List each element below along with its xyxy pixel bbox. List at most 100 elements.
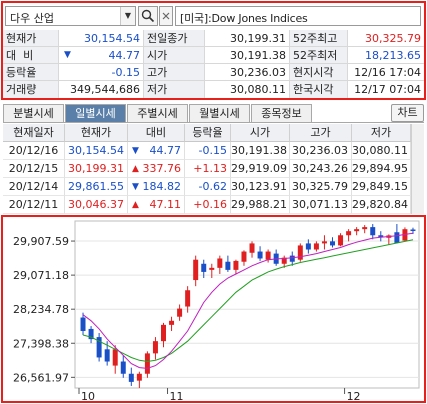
- table-cell-price: 30,154.54: [65, 142, 128, 160]
- search-button[interactable]: [138, 6, 158, 26]
- search-icon: [141, 9, 155, 23]
- table-cell-open: 30,191.38: [231, 142, 290, 160]
- candle-body: [217, 258, 223, 268]
- col-header-rate: 등락율: [185, 124, 231, 142]
- table-cell-date: 20/12/11: [3, 196, 65, 214]
- candle-body: [88, 328, 94, 340]
- table-cell-rate: -0.15: [185, 142, 231, 160]
- candle-body: [346, 231, 352, 236]
- candlestick-chart[interactable]: 29,907.59 29,071.18 28,234.78 27,398.38 26,5…: [3, 217, 424, 401]
- down-arrow-icon: ▼: [132, 146, 139, 156]
- candle-body: [313, 243, 319, 250]
- candle-body: [354, 229, 360, 232]
- value-prev-close: 30,199.31: [205, 30, 290, 47]
- plot-area: [74, 220, 420, 389]
- chevron-down-icon[interactable]: ▼: [120, 7, 135, 25]
- market-select[interactable]: 다우 산업 ▼: [5, 6, 136, 26]
- table-cell-low: 29,894.95: [352, 160, 411, 178]
- candle-body: [394, 232, 400, 243]
- table-cell-high: 30,243.26: [290, 160, 352, 178]
- change-value: 184.82: [142, 180, 182, 193]
- value-52w-low: 18,213.65: [348, 47, 424, 64]
- col-header-change: 대비: [128, 124, 185, 142]
- table-cell-low: 29,820.84: [352, 196, 411, 214]
- candle-body: [233, 260, 239, 270]
- table-scrollbar[interactable]: [411, 124, 424, 214]
- y-tick-label: 29,071.18: [13, 269, 69, 282]
- tab-monthly[interactable]: 월별시세: [189, 104, 250, 122]
- candle-body: [193, 259, 199, 281]
- col-header-low: 저가: [352, 124, 411, 142]
- clear-icon: [162, 12, 170, 20]
- label-low: 저가: [144, 81, 205, 98]
- value-change-rate: -0.15: [59, 64, 144, 81]
- table-cell-change: ▼ 44.77: [128, 142, 185, 160]
- table-cell-open: 30,123.91: [231, 178, 290, 196]
- tab-minute[interactable]: 분별시세: [3, 104, 64, 122]
- symbol-field[interactable]: [미국]:Dow Jones Indices: [175, 6, 421, 26]
- table-cell-change: ▲ 337.76: [128, 160, 185, 178]
- y-tick-label: 29,907.59: [13, 235, 69, 248]
- table-cell-change: ▲ 47.11: [128, 196, 185, 214]
- candle-body: [281, 257, 287, 264]
- table-cell-open: 29,988.21: [231, 196, 290, 214]
- value-high: 30,236.03: [205, 64, 290, 81]
- table-cell-rate: +0.16: [185, 196, 231, 214]
- candle-body: [152, 341, 158, 354]
- tab-weekly[interactable]: 주별시세: [127, 104, 188, 122]
- label-open: 시가: [144, 47, 205, 64]
- value-low: 30,080.11: [205, 81, 290, 98]
- table-cell-rate: +1.13: [185, 160, 231, 178]
- value-change: ▼ 44.77: [59, 47, 144, 64]
- tab-daily[interactable]: 일별시세: [65, 104, 126, 122]
- candle-body: [330, 241, 335, 246]
- table-cell-rate: -0.62: [185, 178, 231, 196]
- candle-body: [120, 361, 126, 374]
- up-arrow-icon: ▲: [132, 164, 139, 174]
- label-korea-time: 한국시각: [290, 81, 348, 98]
- table-cell-high: 30,325.79: [290, 178, 352, 196]
- col-header-price: 현재가: [65, 124, 128, 142]
- candle-body: [410, 229, 416, 231]
- change-value: 44.77: [149, 144, 182, 157]
- chart-button[interactable]: 차트: [391, 104, 424, 122]
- candle-body: [370, 227, 376, 236]
- x-tick-label: 12: [347, 390, 361, 401]
- change-value: 47.11: [149, 198, 182, 211]
- candle-body: [128, 373, 134, 382]
- candle-body: [169, 320, 175, 325]
- candle-body: [241, 251, 247, 262]
- candle-body: [144, 353, 150, 374]
- table-cell-high: 30,071.13: [290, 196, 352, 214]
- chart-panel: 29,907.59 29,071.18 28,234.78 27,398.38 26,5…: [1, 215, 426, 403]
- candle-body: [225, 261, 231, 270]
- candle-body: [338, 235, 344, 246]
- candle-body: [378, 235, 384, 238]
- table-cell-date: 20/12/15: [3, 160, 65, 178]
- candle-body: [265, 251, 271, 260]
- label-volume: 거래량: [3, 81, 59, 98]
- tab-stock-info[interactable]: 종목정보: [251, 104, 312, 122]
- market-select-value: 다우 산업: [10, 12, 54, 25]
- table-cell-low: 30,080.11: [352, 142, 411, 160]
- table-cell-price: 29,861.55: [65, 178, 128, 196]
- summary-grid: 현재가 30,154.54 전일종가 30,199.31 52주최고 30,32…: [3, 30, 424, 98]
- tab-bar: 분별시세 일별시세 주별시세 월별시세 종목정보 차트: [3, 104, 424, 123]
- table-cell-price: 30,046.37: [65, 196, 128, 214]
- col-header-date: 현재일자: [3, 124, 65, 142]
- table-cell-price: 30,199.31: [65, 160, 128, 178]
- value-current-price: 30,154.54: [59, 30, 144, 47]
- label-prev-close: 전일종가: [144, 30, 205, 47]
- candle-body: [80, 317, 86, 331]
- label-local-time: 현지시각: [290, 64, 348, 81]
- search-clear-button[interactable]: [159, 6, 173, 26]
- moving-average-short-line: [82, 232, 414, 369]
- value-change-text: 44.77: [108, 49, 141, 62]
- table-cell-high: 30,236.03: [290, 142, 352, 160]
- candle-body: [321, 241, 327, 244]
- label-current-price: 현재가: [3, 30, 59, 47]
- down-arrow-icon: ▼: [132, 182, 139, 192]
- candle-body: [249, 243, 255, 253]
- table-cell-date: 20/12/16: [3, 142, 65, 160]
- candle-body: [136, 373, 142, 381]
